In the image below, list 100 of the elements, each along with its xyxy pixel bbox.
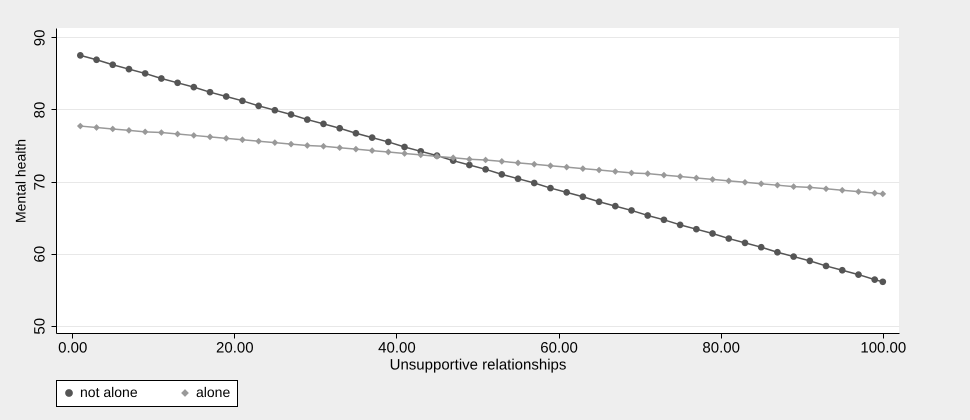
point [109, 126, 116, 132]
point [879, 190, 886, 198]
point [158, 129, 165, 136]
point [676, 221, 684, 228]
point [709, 230, 716, 237]
point [644, 170, 652, 178]
point [498, 158, 506, 165]
point [563, 164, 570, 171]
point [352, 130, 360, 137]
point [93, 124, 100, 131]
point [288, 140, 294, 148]
point [693, 226, 700, 233]
point [336, 124, 344, 132]
point [838, 266, 846, 274]
point [482, 166, 489, 173]
point [822, 185, 830, 192]
point [109, 61, 116, 68]
point [272, 106, 278, 114]
point [871, 190, 878, 196]
point [709, 176, 716, 183]
point [758, 244, 765, 251]
point [352, 146, 360, 152]
point [93, 56, 100, 64]
point [806, 258, 814, 264]
point [547, 162, 554, 170]
x-tick-label: 40.00 [378, 340, 416, 356]
legend-label: not alone [80, 384, 138, 400]
y-tick-label: 90 [32, 30, 48, 46]
point [368, 134, 376, 141]
point [126, 66, 132, 72]
point [871, 276, 878, 283]
point [158, 75, 165, 82]
point [563, 189, 570, 196]
point [142, 70, 149, 77]
y-axis-title: Mental health [12, 138, 28, 224]
y-tick-label: 50 [32, 318, 48, 335]
point [206, 88, 214, 96]
point [239, 97, 246, 104]
point [855, 188, 862, 196]
point [190, 132, 198, 139]
point [644, 212, 652, 219]
y-tick-label: 80 [32, 102, 48, 118]
point [174, 79, 181, 86]
legend-label: alone [196, 384, 230, 400]
point [320, 142, 327, 150]
point [498, 171, 506, 178]
point [206, 134, 214, 140]
point [580, 165, 586, 172]
point [304, 142, 311, 149]
point [530, 160, 538, 168]
point [126, 127, 132, 134]
point [190, 84, 198, 90]
point [822, 262, 830, 270]
point [76, 52, 84, 59]
point [417, 152, 424, 158]
point [272, 139, 278, 146]
point [596, 198, 602, 206]
point [596, 166, 602, 174]
point [514, 175, 522, 182]
point [774, 182, 781, 189]
x-tick-label: 0.00 [58, 340, 88, 356]
point [466, 162, 473, 168]
x-tick-label: 20.00 [216, 340, 254, 356]
point [530, 180, 538, 186]
point [612, 168, 619, 175]
point [547, 184, 554, 192]
point [742, 178, 748, 186]
point [76, 122, 84, 130]
point [774, 248, 781, 256]
point [401, 150, 408, 157]
point [222, 134, 230, 142]
point [255, 138, 262, 145]
point [725, 178, 732, 184]
point [174, 130, 181, 138]
x-tick-label: 100.00 [860, 340, 906, 356]
point [612, 202, 619, 210]
point [514, 159, 522, 166]
point [288, 111, 294, 118]
point [239, 136, 246, 144]
point [660, 172, 668, 178]
point [320, 120, 327, 128]
y-tick-label: 70 [32, 174, 48, 190]
point [255, 102, 262, 110]
x-axis-title: Unsupportive relationships [390, 356, 566, 374]
point [742, 240, 748, 246]
y-tick-label: 60 [32, 246, 48, 263]
point [336, 144, 344, 152]
point [725, 235, 732, 242]
point [222, 93, 230, 100]
x-tick-label: 60.00 [540, 340, 578, 356]
x-tick-label: 80.00 [702, 340, 740, 356]
point [758, 180, 765, 188]
point [384, 138, 392, 146]
point [466, 156, 473, 163]
point [879, 278, 886, 286]
point [142, 128, 149, 136]
point [368, 147, 376, 154]
point [450, 154, 457, 162]
point [676, 173, 684, 180]
point [790, 253, 797, 260]
